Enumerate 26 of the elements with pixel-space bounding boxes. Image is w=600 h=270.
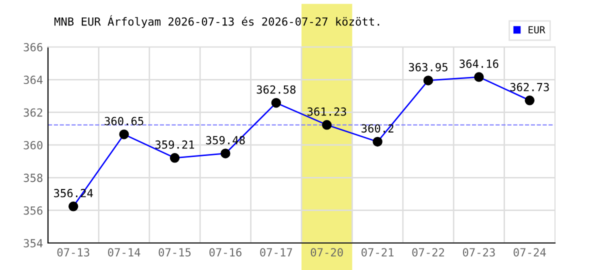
x-tick-label: 07-24	[514, 248, 546, 257]
x-tick-label: 07-16	[209, 248, 242, 257]
data-label: 362.58	[256, 85, 296, 94]
y-tick-label: 354	[24, 239, 43, 248]
y-tick-label: 366	[24, 42, 42, 52]
y-tick-label: 356	[24, 206, 42, 215]
y-tick-label: 358	[24, 174, 42, 182]
data-label: 360.65	[104, 116, 144, 126]
data-label: 363.95	[408, 62, 448, 72]
y-tick-label: 362	[24, 108, 42, 117]
x-tick-label: 07-14	[108, 248, 140, 257]
y-tick-label: 364	[24, 76, 43, 84]
legend-label: EUR	[528, 26, 546, 34]
x-tick-label: 07-13	[57, 248, 90, 257]
y-tick-label: 360	[24, 140, 42, 150]
x-tick-label: 07-15	[158, 248, 191, 257]
data-label: 362.73	[510, 82, 549, 92]
data-label: 359.21	[155, 140, 194, 149]
x-tick-label: 07-21	[362, 248, 394, 257]
data-label: 361.23	[308, 107, 346, 116]
data-label: 364.16	[460, 60, 498, 68]
x-tick-label: 07-23	[462, 248, 495, 257]
x-tick-label: 07-22	[412, 248, 444, 257]
x-tick-label: 07-17	[260, 248, 292, 257]
x-tick-label: 07-20	[310, 248, 343, 257]
chart-title: MNB EUR Árfolyam 2026-07-13 és 2026-07-27 között.	[54, 15, 380, 28]
